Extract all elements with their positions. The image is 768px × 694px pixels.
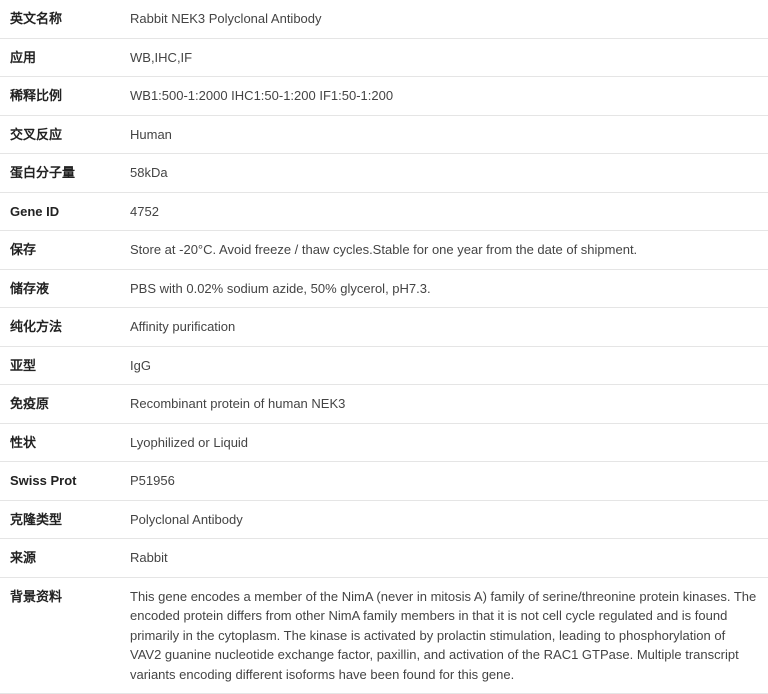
spec-row: 储存液PBS with 0.02% sodium azide, 50% glyc… <box>0 269 768 308</box>
spec-row: 交叉反应Human <box>0 115 768 154</box>
spec-label: 来源 <box>0 539 120 578</box>
spec-row: 英文名称Rabbit NEK3 Polyclonal Antibody <box>0 0 768 38</box>
spec-row: 应用WB,IHC,IF <box>0 38 768 77</box>
spec-row: 保存Store at -20°C. Avoid freeze / thaw cy… <box>0 231 768 270</box>
spec-label: 储存液 <box>0 269 120 308</box>
spec-value: IgG <box>120 346 768 385</box>
spec-value: Rabbit NEK3 Polyclonal Antibody <box>120 0 768 38</box>
spec-value: P51956 <box>120 462 768 501</box>
spec-row: Gene ID4752 <box>0 192 768 231</box>
spec-value: WB,IHC,IF <box>120 38 768 77</box>
spec-table-body: 英文名称Rabbit NEK3 Polyclonal Antibody应用WB,… <box>0 0 768 694</box>
spec-value: Rabbit <box>120 539 768 578</box>
spec-row: 克隆类型Polyclonal Antibody <box>0 500 768 539</box>
spec-label: 免疫原 <box>0 385 120 424</box>
spec-row: 蛋白分子量58kDa <box>0 154 768 193</box>
spec-value: Recombinant protein of human NEK3 <box>120 385 768 424</box>
spec-label: Swiss Prot <box>0 462 120 501</box>
spec-label: 克隆类型 <box>0 500 120 539</box>
spec-label: 应用 <box>0 38 120 77</box>
product-spec-table: 英文名称Rabbit NEK3 Polyclonal Antibody应用WB,… <box>0 0 768 694</box>
spec-label: 蛋白分子量 <box>0 154 120 193</box>
spec-row: 来源Rabbit <box>0 539 768 578</box>
spec-label: 稀释比例 <box>0 77 120 116</box>
spec-row: 背景资料This gene encodes a member of the Ni… <box>0 577 768 694</box>
spec-row: Swiss ProtP51956 <box>0 462 768 501</box>
spec-row: 纯化方法Affinity purification <box>0 308 768 347</box>
spec-label: 性状 <box>0 423 120 462</box>
spec-label: 纯化方法 <box>0 308 120 347</box>
spec-label: 背景资料 <box>0 577 120 694</box>
spec-value: 58kDa <box>120 154 768 193</box>
spec-value: Lyophilized or Liquid <box>120 423 768 462</box>
spec-row: 性状Lyophilized or Liquid <box>0 423 768 462</box>
spec-row: 稀释比例WB1:500-1:2000 IHC1:50-1:200 IF1:50-… <box>0 77 768 116</box>
spec-row: 亚型IgG <box>0 346 768 385</box>
spec-value: Polyclonal Antibody <box>120 500 768 539</box>
spec-label: 亚型 <box>0 346 120 385</box>
spec-value: Store at -20°C. Avoid freeze / thaw cycl… <box>120 231 768 270</box>
spec-row: 免疫原Recombinant protein of human NEK3 <box>0 385 768 424</box>
spec-label: 交叉反应 <box>0 115 120 154</box>
spec-label: 英文名称 <box>0 0 120 38</box>
spec-value: Human <box>120 115 768 154</box>
spec-label: 保存 <box>0 231 120 270</box>
spec-value: PBS with 0.02% sodium azide, 50% glycero… <box>120 269 768 308</box>
spec-label: Gene ID <box>0 192 120 231</box>
spec-value: Affinity purification <box>120 308 768 347</box>
spec-value: This gene encodes a member of the NimA (… <box>120 577 768 694</box>
spec-value: 4752 <box>120 192 768 231</box>
spec-value: WB1:500-1:2000 IHC1:50-1:200 IF1:50-1:20… <box>120 77 768 116</box>
